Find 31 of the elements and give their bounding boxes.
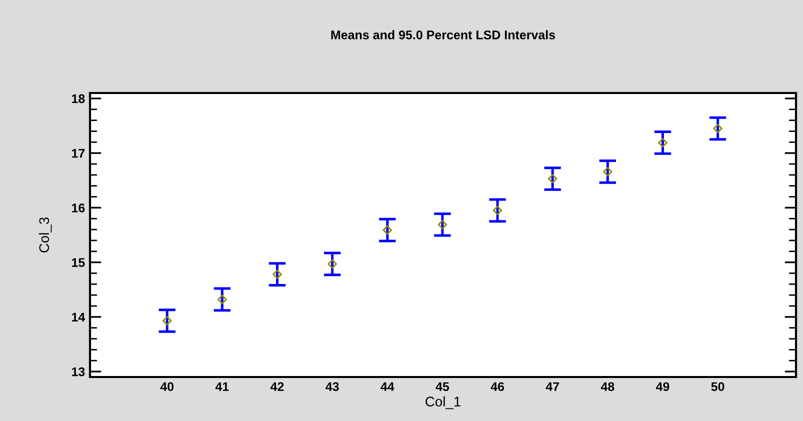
x-tick-label: 50 xyxy=(711,382,724,392)
point xyxy=(438,220,448,230)
x-tick-label: 41 xyxy=(215,382,229,391)
point xyxy=(603,167,612,176)
point xyxy=(272,270,282,279)
y-tick-label: 16 xyxy=(72,203,85,212)
y-tick-label: 17 xyxy=(72,149,85,158)
x-tick-label: 42 xyxy=(270,382,284,391)
x-axis-title: Col_1 xyxy=(426,396,460,410)
y-tick-label: 13 xyxy=(72,367,85,376)
x-tick-label: 40 xyxy=(160,382,174,392)
point xyxy=(492,206,502,216)
x-tick-label: 43 xyxy=(326,382,339,392)
y-tick-label: 14 xyxy=(72,312,86,322)
point xyxy=(658,138,668,148)
point xyxy=(548,174,558,184)
x-tick-label: 45 xyxy=(436,382,450,392)
x-tick-label: 47 xyxy=(546,382,559,391)
x-tick-label: 46 xyxy=(490,382,504,392)
point xyxy=(162,316,172,326)
x-tick-label: 48 xyxy=(600,382,614,392)
y-tick-label: 15 xyxy=(72,258,85,267)
chart-title: Means and 95.0 Percent LSD Intervals xyxy=(331,30,556,40)
point xyxy=(218,294,227,304)
point xyxy=(328,259,337,269)
y-tick-label: 18 xyxy=(72,94,85,104)
point xyxy=(382,225,392,235)
x-tick-label: 44 xyxy=(380,382,394,391)
x-tick-label: 49 xyxy=(656,382,670,392)
point xyxy=(713,124,722,134)
y-axis-title: Col_3 xyxy=(38,217,52,252)
